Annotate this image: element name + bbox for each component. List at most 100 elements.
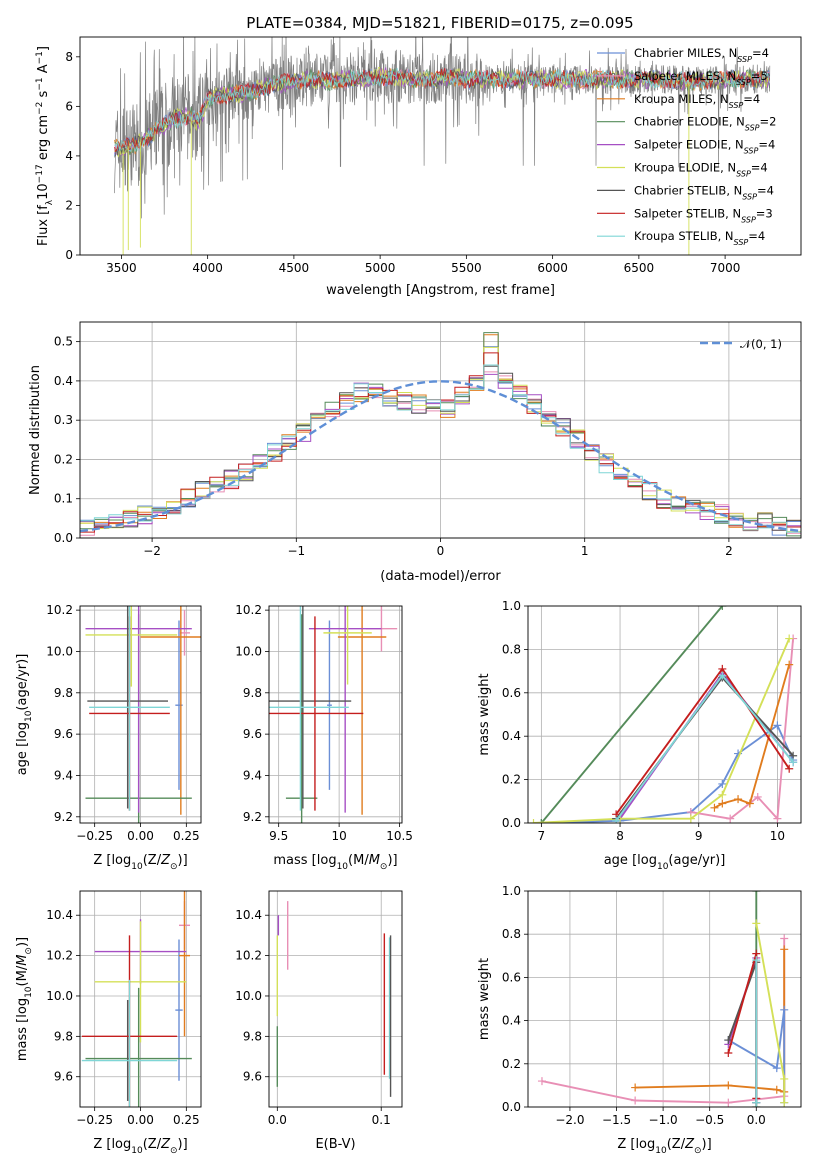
label-part: )] — [178, 853, 188, 868]
x-axis-label: mass [log10(M/M⊙)] — [273, 853, 397, 872]
x-tick-label: −2 — [143, 544, 161, 558]
y-tick-label: 10.0 — [46, 644, 73, 658]
x-axis-label: age [log10(age/yr)] — [604, 853, 726, 872]
x-tick-label: 0.25 — [173, 829, 200, 843]
mass-vs-ebv-axes: 0.0 0.1 9.6 9.8 10.0 10.2 10.4 E(B-V) — [235, 890, 403, 1152]
label-part: Z — [160, 853, 171, 868]
y-tick-label: 0.4 — [502, 729, 521, 743]
label-part: log — [111, 853, 131, 868]
mass-weight-marker — [780, 945, 789, 954]
massweight-vs-Z-axes: −2.0 −1.5 −1.0 −0.5 0.0 0.0 0.2 0.4 0.6 0.8 1.0 Z [… — [477, 884, 802, 1156]
y-tick-label: 10.2 — [235, 603, 262, 617]
legend-tail: =2 — [760, 115, 777, 129]
label-part: )] — [387, 853, 397, 868]
x-tick-label: 0.25 — [173, 1113, 200, 1127]
label-sup: −1 — [35, 51, 45, 64]
y-tick-label: 0.5 — [54, 335, 73, 349]
label-part: (Z/ — [143, 853, 162, 868]
label-sub: 10 — [24, 986, 34, 998]
mass-weight-marker — [780, 1005, 789, 1014]
mass-weight-line — [755, 923, 786, 1103]
label-sub: 10 — [24, 710, 34, 722]
y-tick-label: 0.2 — [502, 1057, 521, 1071]
y-tick-label: 0.4 — [54, 374, 73, 388]
legend-label: Chabrier ELODIE, NSSP=2 — [634, 115, 776, 133]
mass-weight-marker — [789, 758, 798, 767]
mass-weight-marker — [724, 1081, 733, 1090]
label-part: ] — [36, 46, 51, 51]
label-part: (Z/ — [667, 1137, 686, 1152]
x-tick-label: −2.0 — [555, 1113, 584, 1127]
y-tick-label: 9.8 — [243, 1029, 262, 1043]
legend-tail: =4 — [752, 46, 769, 60]
y-tick-label: 9.6 — [54, 1070, 73, 1084]
mass-vs-ebv-plot-area — [276, 901, 392, 1097]
legend-label: Chabrier MILES, NSSP=4 — [634, 46, 769, 64]
legend-sub: SSP — [736, 169, 751, 178]
y-tick-label: 9.6 — [54, 727, 73, 741]
mass-weight-marker — [780, 1074, 789, 1083]
x-tick-label: 0.0 — [747, 1113, 766, 1127]
mass-weight-marker — [753, 792, 762, 801]
y-tick-label: 1.0 — [502, 884, 521, 898]
y-tick-label: 8 — [65, 50, 73, 64]
label-part: )] — [15, 937, 30, 947]
legend-sub: SSP — [737, 55, 752, 64]
residuals-axes: −2 −1 0 1 2 0.0 0.1 0.2 0.3 0.4 0.5 (data-model)/er… — [28, 321, 802, 584]
axes-frame — [79, 605, 202, 824]
model-spectrum-line — [114, 67, 771, 153]
label-part: f — [36, 205, 51, 210]
label-sub: ⊙ — [170, 862, 178, 872]
label-part: (M/ — [348, 853, 369, 868]
label-sub: ⊙ — [694, 1146, 702, 1156]
mass-weight-marker — [773, 814, 782, 823]
axes-frame — [527, 605, 802, 824]
label-part: Z [ — [93, 1137, 111, 1152]
axes-frame — [268, 890, 403, 1108]
age-vs-Z-plot-area — [85, 606, 201, 823]
y-tick-label: 6 — [65, 99, 73, 113]
legend-sub: SSP — [741, 215, 756, 224]
legend-text: Salpeter ELODIE, N — [634, 138, 744, 152]
residuals-plot-area — [80, 332, 801, 537]
label-part: age [ — [15, 742, 30, 775]
y-tick-label: 9.6 — [243, 727, 262, 741]
legend-text: Salpeter STELIB, N — [634, 206, 741, 220]
legend-label: Kroupa STELIB, NSSP=4 — [634, 229, 765, 247]
y-tick-label: 0.2 — [502, 773, 521, 787]
y-tick-label: 9.4 — [54, 768, 73, 782]
y-tick-label: 10.2 — [235, 949, 262, 963]
label-sub: 10 — [131, 1146, 143, 1156]
label-sub: ⊙ — [380, 862, 388, 872]
mass-weight-marker — [710, 803, 719, 812]
legend-text: Salpeter MILES, N — [634, 69, 736, 83]
y-tick-label: 1.0 — [502, 599, 521, 613]
x-tick-label: 0.00 — [127, 829, 154, 843]
x-tick-label: 5000 — [365, 261, 396, 275]
mass-vs-Z-plot-area — [81, 891, 192, 1107]
axes-frame — [79, 36, 802, 256]
legend-sub: SSP — [736, 77, 751, 86]
y-axis-label: mass weight — [477, 958, 492, 1040]
mass-weight-line — [533, 638, 791, 823]
y-tick-label: 0.6 — [502, 970, 521, 984]
x-tick-label: −1 — [287, 544, 305, 558]
label-part: mass [ — [273, 853, 316, 868]
mass-weight-marker — [780, 1098, 789, 1107]
label-sup: −17 — [35, 164, 45, 183]
spectrum-axes: 3500 4000 4500 5000 5500 6000 6500 7000 0 2 4 6 8 wav… — [35, 36, 802, 298]
mass-weight-marker — [718, 606, 727, 610]
y-tick-label: 0.8 — [502, 927, 521, 941]
mass-weight-marker — [631, 1083, 640, 1092]
y-axis-label: Normed distribution — [28, 365, 43, 495]
mass-weight-marker — [780, 934, 789, 943]
x-tick-label: −1.5 — [602, 1113, 631, 1127]
x-tick-label: 0.0 — [268, 1113, 287, 1127]
x-tick-label: 8 — [616, 829, 624, 843]
x-tick-label: 0.00 — [127, 1113, 154, 1127]
label-sup: −1 — [35, 77, 45, 90]
label-part: Z — [684, 1137, 695, 1152]
label-part: )] — [178, 1137, 188, 1152]
label-part: Z [ — [617, 1137, 635, 1152]
